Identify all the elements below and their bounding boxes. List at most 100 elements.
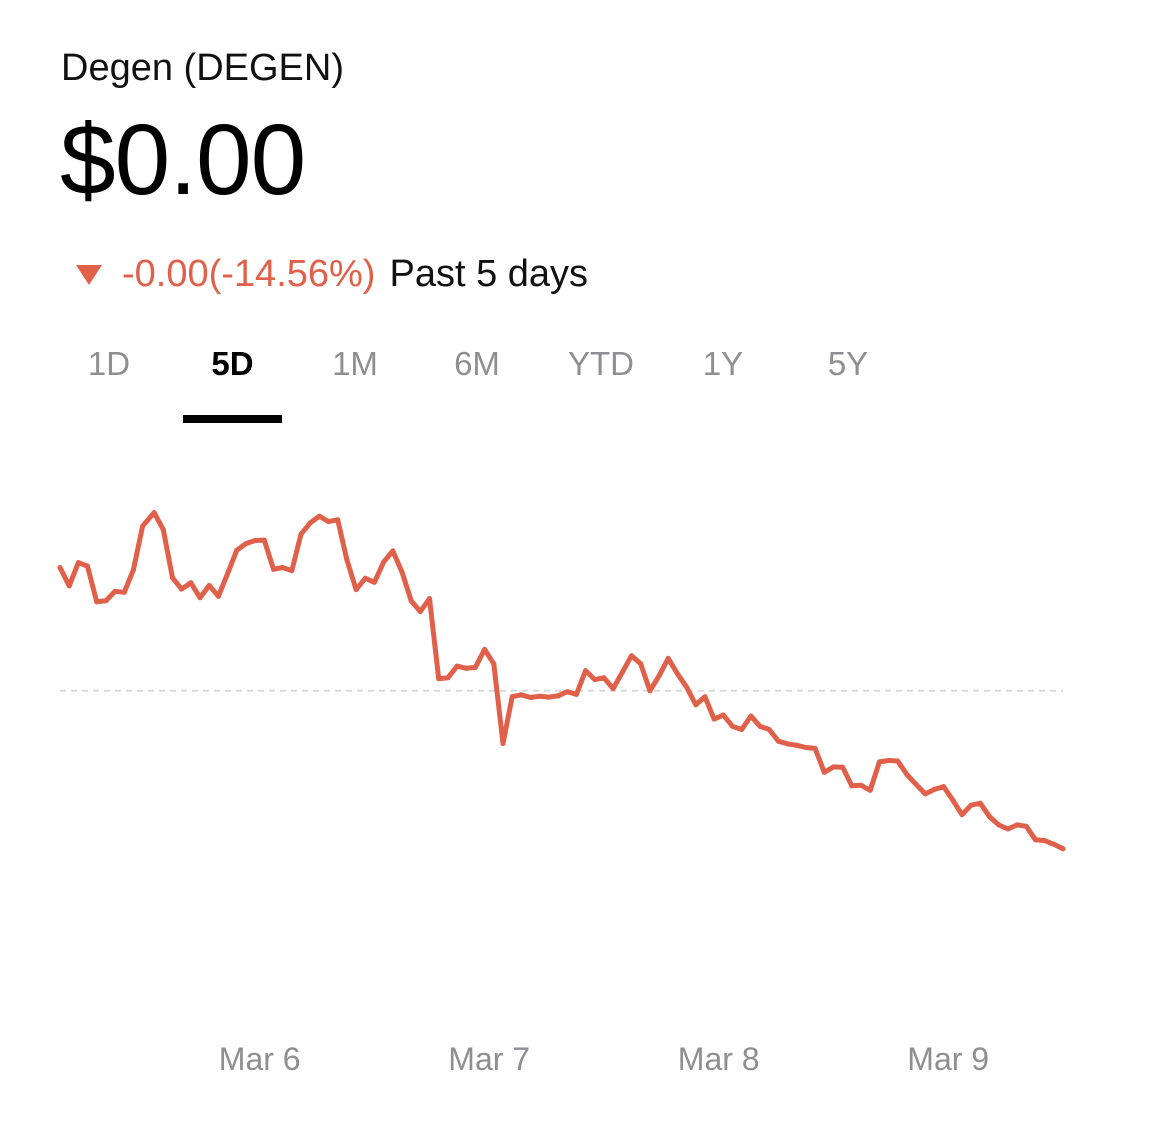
data-point <box>546 694 552 700</box>
data-point <box>215 593 221 599</box>
data-point <box>730 723 735 729</box>
tab-1y[interactable]: 1Y <box>683 338 763 428</box>
data-point <box>225 571 230 577</box>
data-point <box>335 517 341 523</box>
data-point <box>711 716 717 722</box>
data-point <box>381 559 387 565</box>
price-change-value: -0.00(-14.56%) <box>122 252 376 295</box>
data-point <box>482 646 488 652</box>
data-point <box>243 541 249 547</box>
data-point <box>85 563 90 569</box>
data-point <box>757 723 763 729</box>
data-point <box>821 769 827 775</box>
data-point <box>629 653 634 659</box>
data-point <box>408 598 414 604</box>
active-tab-indicator <box>183 415 282 423</box>
data-point <box>858 782 864 788</box>
tab-label: 1D <box>87 345 131 382</box>
data-point <box>592 677 598 683</box>
data-point <box>75 560 81 566</box>
data-point <box>472 664 478 670</box>
data-point <box>140 523 146 529</box>
data-point <box>748 713 754 719</box>
price-chart[interactable]: Mar 6 Mar 7 Mar 8 Mar 9 <box>0 440 1170 1100</box>
data-point <box>160 527 166 533</box>
price-chart-svg: Mar 6 Mar 7 Mar 8 Mar 9 <box>57 510 1066 1077</box>
data-point <box>867 787 873 793</box>
data-point <box>280 565 286 570</box>
data-point <box>794 742 800 748</box>
data-point <box>932 786 937 792</box>
asset-title: Degen (DEGEN) <box>61 47 344 89</box>
data-point <box>684 684 690 690</box>
data-point <box>702 694 708 700</box>
current-price: $0.00 <box>60 104 306 216</box>
triangle-down-icon <box>76 265 102 285</box>
data-point <box>601 675 607 681</box>
data-point <box>555 693 561 699</box>
data-point <box>528 695 533 700</box>
data-point <box>987 814 993 820</box>
data-point <box>573 691 579 697</box>
price-change-row: -0.00(-14.56%) Past 5 days <box>76 248 588 300</box>
data-point <box>638 661 644 667</box>
data-point <box>785 741 791 747</box>
data-point <box>895 758 901 764</box>
data-point <box>1042 838 1048 844</box>
tab-5y[interactable]: 5Y <box>806 338 890 428</box>
data-point <box>1051 841 1057 847</box>
data-point <box>941 784 947 790</box>
data-point <box>1060 846 1066 852</box>
data-point <box>491 661 497 667</box>
price-points-layer <box>57 510 1066 852</box>
data-point <box>326 519 331 525</box>
x-tick-label: Mar 9 <box>907 1041 989 1077</box>
data-point <box>445 675 451 681</box>
tab-ytd[interactable]: YTD <box>551 338 651 428</box>
data-point <box>206 583 212 588</box>
x-tick-label: Mar 6 <box>219 1041 301 1077</box>
data-point <box>1023 823 1029 829</box>
x-axis-ticks: Mar 6 Mar 7 Mar 8 Mar 9 <box>219 1041 989 1077</box>
data-point <box>803 745 809 750</box>
data-point <box>252 538 258 543</box>
data-point <box>1005 826 1011 832</box>
tab-5d[interactable]: 5D <box>183 338 282 428</box>
data-point <box>886 758 892 763</box>
tab-1m[interactable]: 1M <box>310 338 400 428</box>
data-point <box>693 702 699 708</box>
data-point <box>518 692 524 698</box>
tab-6m[interactable]: 6M <box>432 338 522 428</box>
data-point <box>66 583 72 589</box>
data-point <box>417 609 423 615</box>
x-tick-label: Mar 8 <box>678 1041 760 1077</box>
data-point <box>647 688 653 694</box>
data-point <box>130 567 136 573</box>
data-point <box>103 598 109 604</box>
time-range-tabs: 1D 5D 1M 6M YTD 1Y 5Y <box>0 338 1170 428</box>
data-point <box>271 566 276 572</box>
data-point <box>876 759 882 765</box>
tab-1d[interactable]: 1D <box>70 338 148 428</box>
data-point <box>436 676 442 682</box>
data-point <box>112 588 118 594</box>
tab-label: 6M <box>454 345 500 382</box>
data-point <box>170 575 175 581</box>
data-point <box>913 781 919 787</box>
data-point <box>812 745 818 751</box>
tab-label: YTD <box>568 345 634 382</box>
data-point <box>619 669 625 675</box>
price-line-series <box>57 510 1066 852</box>
data-point <box>289 568 295 574</box>
data-point <box>996 822 1002 828</box>
data-point <box>94 599 100 605</box>
data-point <box>922 791 928 797</box>
x-tick-label: Mar 7 <box>448 1041 530 1077</box>
data-point <box>454 663 460 669</box>
data-point <box>353 587 359 593</box>
data-point <box>298 531 304 537</box>
data-point <box>307 520 313 526</box>
data-point <box>316 513 322 519</box>
data-point <box>57 565 63 570</box>
data-point <box>1014 822 1020 828</box>
